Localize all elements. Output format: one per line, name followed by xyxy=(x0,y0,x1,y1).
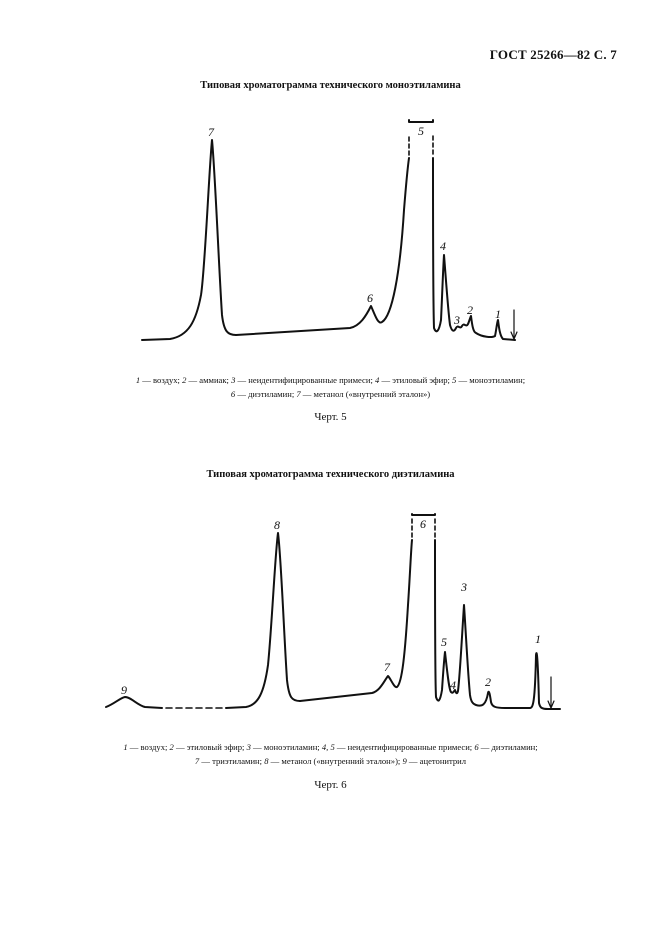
figure-6-caption-line-1: 1 — воздух; 2 — этиловый эфир; 3 — моноэ… xyxy=(123,742,538,752)
injection-arrowhead-6 xyxy=(547,700,555,709)
peak-label-2: 2 xyxy=(485,675,491,689)
trace-baseline-to-6 xyxy=(299,539,413,702)
peak-label-3: 3 xyxy=(460,580,467,594)
figure-5-caption-line-2: 6 — диэтиламин; 7 — метанол («внутренний… xyxy=(230,389,431,399)
peak-label-4: 4 xyxy=(440,239,446,253)
figure-6-caption: 1 — воздух; 2 — этиловый эфир; 3 — моноэ… xyxy=(60,740,601,768)
peak-label-8: 8 xyxy=(274,518,280,532)
trace-baseline-to-5 xyxy=(235,157,410,336)
peak-label-4: 4 xyxy=(450,678,456,692)
peak-label-1: 1 xyxy=(535,632,541,646)
peak-label-6: 6 xyxy=(367,291,373,305)
peak-label-7: 7 xyxy=(208,125,215,139)
figure-6-caption-line-2: 7 — триэтиламин; 8 — метанол («внутренни… xyxy=(194,756,467,766)
figure-5-title: Типовая хроматограмма технического моноэ… xyxy=(200,80,461,91)
trace-peak-9 xyxy=(105,696,163,709)
chromatogram-6: 9 8 6 7 5 4 3 2 1 xyxy=(0,505,661,720)
figure-5-caption: 1 — воздух; 2 — аммиак; 3 — неидентифици… xyxy=(60,373,601,401)
trace-peak-8 xyxy=(225,532,301,709)
page-header: ГОСТ 25266—82 С. 7 xyxy=(489,47,617,62)
trace-peak-7 xyxy=(141,139,237,341)
peak-label-3: 3 xyxy=(453,313,460,327)
peak-label-1: 1 xyxy=(495,307,501,321)
trace-right-peaks xyxy=(432,157,516,341)
peak-label-5: 5 xyxy=(441,635,447,649)
peak-label-9: 9 xyxy=(121,683,127,697)
peak-label-5: 5 xyxy=(418,124,424,138)
chromatogram-5: 7 5 6 4 3 2 1 xyxy=(0,110,661,355)
figure-6-title: Типовая хроматограмма технического диэти… xyxy=(206,469,455,480)
figure-6-label: Черт. 6 xyxy=(314,779,347,791)
figure-5-caption-line-1: 1 — воздух; 2 — аммиак; 3 — неидентифици… xyxy=(135,375,526,385)
peak-label-6: 6 xyxy=(420,517,426,531)
trace-peak-5-top xyxy=(408,119,434,123)
trace-right-peaks xyxy=(434,539,561,710)
injection-arrowhead-5 xyxy=(510,331,518,340)
trace-peak-6-top xyxy=(411,513,436,516)
figure-5-label: Черт. 5 xyxy=(314,411,347,423)
peak-label-7: 7 xyxy=(384,660,391,674)
peak-label-2: 2 xyxy=(467,303,473,317)
